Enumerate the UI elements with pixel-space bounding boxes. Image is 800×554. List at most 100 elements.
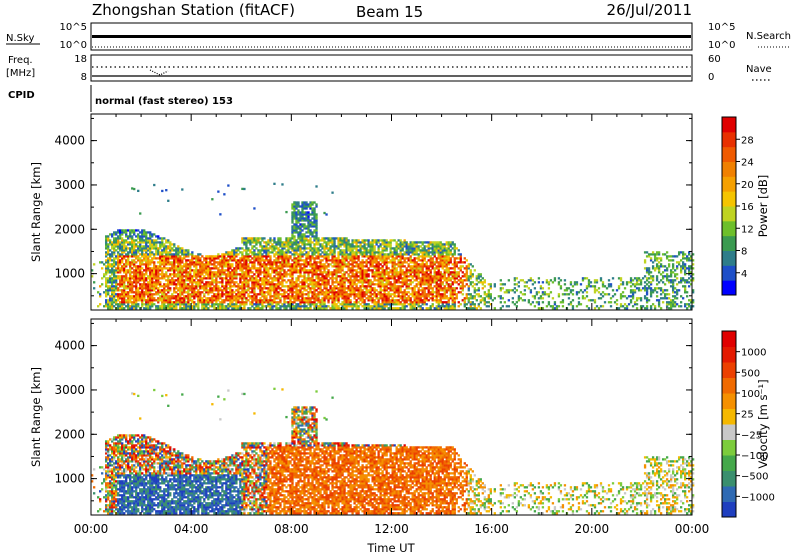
- power-cell: [253, 285, 256, 288]
- power-cell: [351, 245, 354, 248]
- power-cell: [295, 297, 298, 300]
- power-cell: [307, 271, 310, 274]
- power-cell: [245, 251, 248, 254]
- power-cell: [415, 277, 418, 280]
- power-cell: [131, 283, 134, 286]
- power-cell: [333, 245, 336, 248]
- power-cell: [393, 273, 396, 276]
- power-cell: [295, 271, 298, 274]
- power-cell: [313, 209, 316, 212]
- power-cell: [279, 273, 282, 276]
- power-cell: [415, 251, 418, 254]
- power-cell: [161, 249, 164, 252]
- power-cell: [235, 249, 238, 252]
- power-cell: [337, 247, 340, 250]
- power-cell: [197, 293, 200, 296]
- power-cell: [269, 257, 272, 260]
- power-cell: [347, 261, 350, 264]
- power-cell: [373, 253, 376, 256]
- power-cell: [221, 279, 224, 282]
- power-cell: [363, 299, 366, 302]
- power-cell: [173, 289, 176, 292]
- power-cell: [277, 283, 280, 286]
- power-cell: [425, 261, 428, 264]
- power-cell: [403, 239, 406, 242]
- power-cell: [303, 213, 306, 216]
- power-cell: [137, 277, 140, 280]
- power-cell: [131, 295, 134, 298]
- power-cell: [341, 243, 344, 246]
- power-cell: [163, 301, 166, 304]
- power-cell: [269, 245, 272, 248]
- power-cell: [319, 301, 322, 304]
- power-cell: [283, 245, 286, 248]
- power-cell: [127, 259, 130, 262]
- power-cell: [281, 265, 284, 268]
- power-cell: [303, 287, 306, 290]
- power-cell: [153, 297, 156, 300]
- power-cell: [243, 301, 246, 304]
- power-cell: [245, 263, 248, 266]
- power-cell: [231, 273, 234, 276]
- power-cell: [275, 269, 278, 272]
- power-cell: [377, 239, 380, 242]
- power-cell: [371, 239, 374, 242]
- power-cell: [193, 305, 196, 308]
- power-cell: [313, 267, 316, 270]
- power-cell: [381, 273, 384, 276]
- power-cell: [429, 241, 432, 244]
- power-cell: [277, 259, 280, 262]
- power-cell: [165, 279, 168, 282]
- power-cell: [217, 303, 220, 306]
- power-cell: [165, 293, 168, 296]
- power-cell: [303, 235, 306, 238]
- power-cell: [441, 303, 444, 306]
- power-cell: [339, 293, 342, 296]
- power-cell: [285, 305, 288, 308]
- power-cell: [389, 275, 392, 278]
- power-cell: [327, 283, 330, 286]
- power-cell: [277, 285, 280, 288]
- power-cell: [353, 275, 356, 278]
- power-cell: [159, 277, 162, 280]
- power-cell: [399, 301, 402, 304]
- power-cell: [431, 247, 434, 250]
- power-cell: [393, 293, 396, 296]
- power-cell: [365, 287, 368, 290]
- power-cell: [291, 245, 294, 248]
- power-cell: [157, 269, 160, 272]
- power-cell: [437, 245, 440, 248]
- power-cell: [417, 293, 420, 296]
- power-cell: [153, 285, 156, 288]
- power-cell: [189, 269, 192, 272]
- power-cell: [345, 245, 348, 248]
- power-cell: [149, 239, 152, 242]
- power-cell: [147, 253, 150, 256]
- power-cell: [421, 293, 424, 296]
- power-cell: [167, 307, 170, 310]
- power-cell: [387, 267, 390, 270]
- power-cell: [409, 265, 412, 268]
- power-cell: [395, 257, 398, 260]
- date-label: 26/Jul/2011: [607, 1, 692, 19]
- power-cell: [121, 303, 124, 306]
- power-cell: [161, 239, 164, 242]
- power-cell: [397, 245, 400, 248]
- power-cell: [311, 283, 314, 286]
- power-cell: [387, 241, 390, 244]
- power-cell: [165, 299, 168, 302]
- power-cell: [179, 267, 182, 270]
- power-cell: [251, 261, 254, 264]
- power-cell: [259, 301, 262, 304]
- power-cell: [265, 291, 268, 294]
- power-cell: [323, 279, 326, 282]
- power-cell: [293, 301, 296, 304]
- power-cell: [449, 271, 452, 274]
- power-cell: [259, 291, 262, 294]
- power-cell: [377, 241, 380, 244]
- power-cell: [147, 265, 150, 268]
- power-cell: [305, 255, 308, 258]
- power-cell: [377, 267, 380, 270]
- power-cell: [395, 289, 398, 292]
- power-cell: [417, 277, 420, 280]
